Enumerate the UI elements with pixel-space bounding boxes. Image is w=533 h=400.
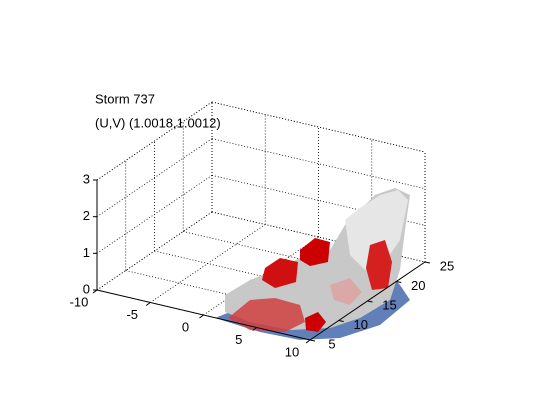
isosurfaces [215, 188, 410, 340]
grid-line [96, 138, 213, 217]
y-tick [424, 261, 431, 264]
x-tick [305, 339, 311, 344]
x-tick-label: -5 [126, 307, 138, 322]
x-tick-label: -10 [70, 294, 89, 309]
grid-line [96, 101, 213, 181]
chart-subtitle: (U,V) (1.0018,1.0012) [95, 115, 221, 130]
y-tick-label: 15 [382, 297, 396, 312]
axes: -10 -5 0 5 10 5 10 15 20 25 0 1 2 3 [70, 171, 455, 359]
y-tick [338, 320, 344, 322]
x-axis [96, 289, 311, 341]
x-tick [252, 327, 258, 331]
y-tick-label: 10 [354, 317, 368, 332]
grid-line [183, 231, 397, 282]
x-tick [145, 302, 151, 306]
grid-line [211, 138, 426, 190]
z-tick-label: 1 [83, 245, 90, 260]
z-tick-label: 3 [83, 171, 90, 186]
y-tick-label: 25 [440, 258, 454, 273]
y-tick [367, 300, 373, 303]
x-tick-label: 5 [235, 332, 242, 347]
grid-line [96, 175, 213, 254]
y-tick [309, 339, 316, 342]
red-surface [300, 238, 330, 266]
grid-line [96, 211, 213, 291]
grid-line [154, 250, 368, 302]
y-tick [396, 281, 402, 283]
x-tick [199, 314, 204, 319]
chart-title: Storm 737 [95, 91, 155, 106]
y-axis [309, 261, 426, 341]
x-tick-label: 10 [285, 344, 299, 359]
grid-line [211, 101, 426, 153]
y-tick-label: 5 [328, 336, 335, 351]
red-surface [305, 312, 326, 332]
pink-surface [330, 278, 362, 305]
gray-surface-high [345, 190, 408, 270]
x-tick-label: 0 [182, 319, 189, 334]
red-surface [228, 298, 305, 332]
red-surface [366, 240, 392, 290]
grid-line [211, 211, 426, 263]
grid-line [125, 270, 339, 321]
z-tick-label: 2 [83, 208, 90, 223]
red-surface [262, 258, 298, 288]
y-tick-label: 20 [411, 278, 425, 293]
grid-line [211, 174, 426, 226]
z-tick-label: 0 [83, 281, 90, 296]
